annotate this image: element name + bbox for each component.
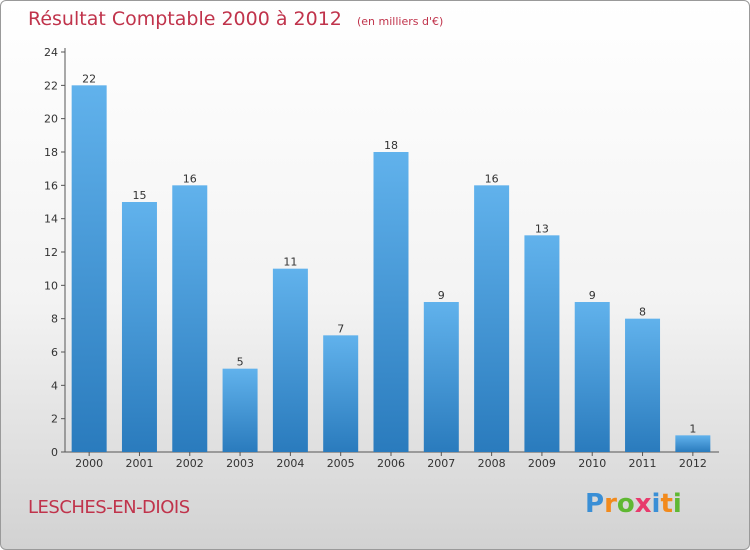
x-tick-label: 2009: [528, 457, 556, 470]
bar: [373, 152, 409, 452]
y-tick-label: 10: [44, 279, 58, 292]
y-tick-label: 6: [51, 346, 58, 359]
data-label: 5: [237, 356, 244, 369]
bar: [625, 318, 661, 452]
y-tick-label: 14: [44, 213, 58, 226]
logo-letter: t: [660, 489, 673, 519]
data-label: 9: [589, 289, 596, 302]
data-label: 16: [485, 172, 499, 185]
y-tick-label: 22: [44, 79, 58, 92]
chart-title: Résultat Comptable 2000 à 2012: [28, 8, 342, 30]
x-tick-label: 2000: [75, 457, 103, 470]
bar: [323, 335, 359, 452]
x-tick-label: 2004: [276, 457, 304, 470]
bar: [121, 202, 157, 452]
y-tick-label: 8: [51, 313, 58, 326]
x-tick-label: 2005: [327, 457, 355, 470]
bar: [675, 435, 711, 452]
x-tick-label: 2012: [679, 457, 707, 470]
y-tick-label: 12: [44, 246, 58, 259]
x-tick-label: 2007: [427, 457, 455, 470]
y-tick-label: 20: [44, 113, 58, 126]
bar: [222, 368, 258, 452]
data-label: 15: [132, 189, 146, 202]
bar: [524, 235, 560, 452]
data-label: 9: [438, 289, 445, 302]
y-tick-label: 2: [51, 413, 58, 426]
bar: [71, 85, 107, 452]
x-tick-label: 2001: [125, 457, 153, 470]
data-label: 13: [535, 222, 549, 235]
bar: [474, 185, 510, 453]
data-label: 22: [82, 72, 96, 85]
x-tick-label: 2003: [226, 457, 254, 470]
data-label: 18: [384, 139, 398, 152]
data-label: 1: [689, 422, 696, 435]
bar: [574, 302, 610, 452]
logo-letter: o: [616, 489, 635, 519]
data-label: 7: [337, 322, 344, 335]
data-label: 8: [639, 306, 646, 319]
data-label: 16: [183, 172, 197, 185]
logo-letter: i: [651, 489, 661, 519]
x-tick-label: 2008: [478, 457, 506, 470]
x-tick-label: 2011: [629, 457, 657, 470]
bar: [272, 268, 308, 452]
x-tick-label: 2010: [578, 457, 606, 470]
logo-letter: i: [672, 489, 682, 519]
y-tick-label: 24: [44, 46, 58, 59]
proxiti-logo[interactable]: Proxiti: [585, 489, 682, 519]
data-label: 11: [283, 256, 297, 269]
chart-subtitle: (en milliers d'€): [356, 15, 444, 28]
logo-letter: r: [604, 489, 617, 519]
logo-letter: P: [585, 489, 605, 519]
commune-name: LESCHES-EN-DIOIS: [28, 497, 190, 518]
y-tick-label: 0: [51, 446, 58, 459]
y-tick-label: 16: [44, 179, 58, 192]
bar: [172, 185, 208, 453]
y-tick-label: 18: [44, 146, 58, 159]
x-tick-label: 2002: [176, 457, 204, 470]
x-tick-label: 2006: [377, 457, 405, 470]
y-tick-label: 4: [51, 379, 58, 392]
bar: [423, 302, 459, 452]
logo-letter: x: [634, 489, 652, 519]
chart-title-block: Résultat Comptable 2000 à 2012 (en milli…: [28, 8, 443, 30]
